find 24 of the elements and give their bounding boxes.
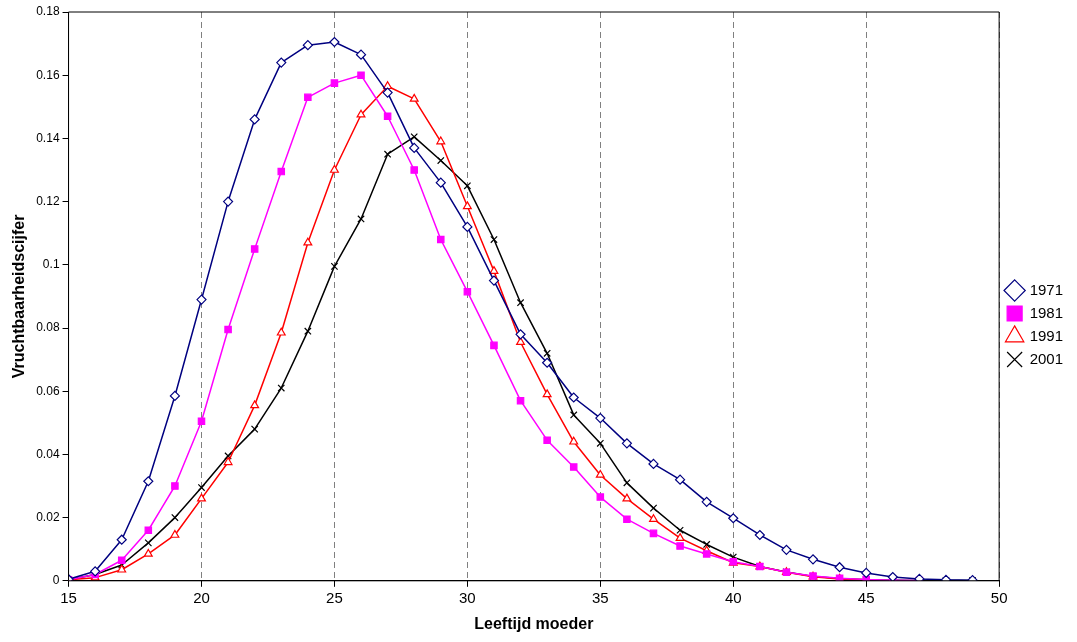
y-tick-label: 0.06 (36, 383, 60, 398)
x-tick-label: 45 (857, 588, 875, 606)
x-tick-label: 40 (724, 588, 742, 606)
y-tick-label: 0.02 (36, 509, 60, 524)
legend-label: 1971 (1029, 280, 1064, 298)
y-axis-title: Vruchtbaarheidscijfer (10, 214, 28, 379)
x-axis-title: Leeftijd moeder (474, 614, 594, 632)
y-tick-label: 0.12 (36, 193, 60, 208)
y-tick-label: 0.04 (36, 446, 60, 461)
y-tick-label: 0.16 (36, 67, 60, 82)
x-tick-label: 35 (591, 588, 609, 606)
x-tick-label: 15 (60, 588, 77, 606)
x-tick-label: 50 (990, 588, 1008, 606)
y-tick-label: 0.14 (36, 130, 60, 145)
y-tick-label: 0.08 (36, 320, 60, 335)
x-tick-label: 25 (326, 588, 343, 606)
y-tick-label: 0.1 (42, 257, 60, 272)
y-tick-label: 0 (52, 573, 60, 588)
x-tick-label: 30 (459, 588, 476, 606)
x-tick-label: 20 (193, 588, 210, 606)
y-tick-label: 0.18 (36, 4, 60, 19)
legend-label: 1991 (1029, 326, 1064, 344)
legend-label: 2001 (1029, 349, 1064, 367)
legend-label: 1981 (1029, 303, 1064, 321)
